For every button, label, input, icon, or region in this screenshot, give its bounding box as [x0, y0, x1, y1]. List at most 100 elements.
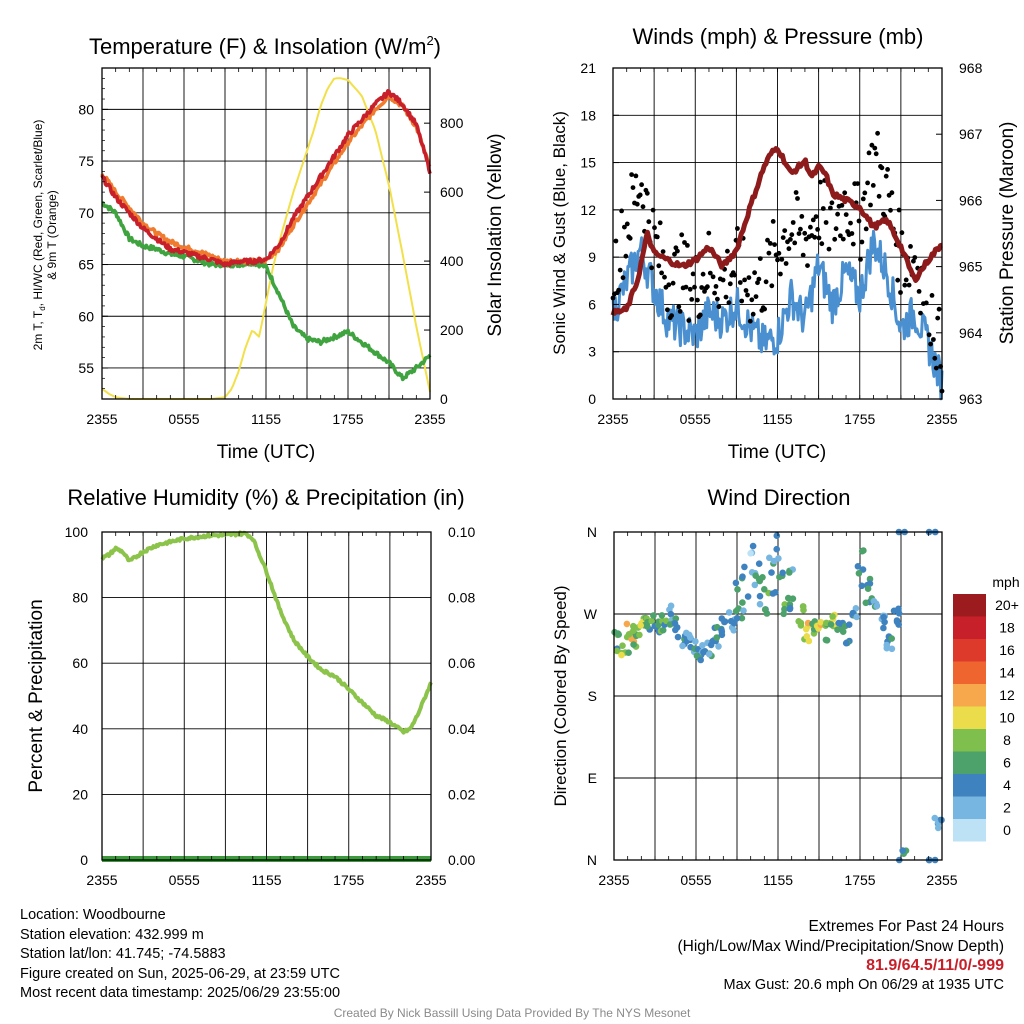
- station-elevation: Station elevation: 432.999 m: [20, 926, 204, 943]
- legend-label: 12: [999, 687, 1015, 703]
- gust-point: [858, 257, 863, 262]
- gust-point: [716, 304, 722, 310]
- gust-point: [832, 236, 838, 242]
- direction-point: [880, 624, 887, 632]
- gust-point: [935, 315, 941, 321]
- gust-point: [816, 235, 822, 241]
- direction-point: [650, 612, 657, 619]
- gust-point: [820, 206, 826, 211]
- gust-point: [875, 130, 880, 136]
- x-tick-label: 1755: [844, 872, 875, 888]
- direction-point: [756, 592, 764, 600]
- gust-point: [812, 234, 818, 240]
- wind-direction-panel-title: Wind Direction: [707, 485, 850, 510]
- direction-point: [705, 650, 713, 658]
- direction-point: [834, 626, 841, 633]
- gust-point: [856, 218, 862, 224]
- y2-tick-label: 0.02: [448, 786, 475, 802]
- direction-point: [730, 627, 737, 634]
- temperature-x-axis-label: Time (UTC): [217, 442, 316, 463]
- gust-point: [644, 190, 650, 196]
- direction-point: [732, 579, 740, 587]
- direction-point: [855, 570, 863, 577]
- direction-point: [700, 649, 707, 656]
- direction-point: [741, 563, 748, 571]
- legend-swatch: [953, 774, 986, 797]
- wind-direction-panel: Wind Direction 2355 0555 1155 1755 2355NESWN…: [551, 485, 1020, 888]
- gust-point: [666, 282, 672, 288]
- direction-point: [747, 550, 754, 557]
- gust-point: [916, 289, 922, 294]
- temperature-y-axis-label-line2: & 9m T (Orange): [45, 190, 59, 280]
- gust-point: [850, 241, 856, 247]
- y2-tick-label: 600: [440, 184, 464, 200]
- direction-point: [667, 602, 675, 610]
- x-tick-label: 2355: [926, 411, 957, 427]
- gust-point: [699, 285, 705, 290]
- direction-point: [773, 532, 781, 539]
- series-line-2m-t: [100, 89, 432, 268]
- gust-point: [772, 242, 777, 248]
- x-tick-label: 2355: [415, 872, 446, 888]
- y-tick-label: W: [584, 606, 598, 622]
- direction-point: [727, 617, 735, 625]
- gust-point: [902, 282, 908, 288]
- gust-point: [868, 202, 873, 208]
- direction-point: [899, 847, 906, 854]
- direction-point: [623, 620, 631, 628]
- gust-point: [769, 283, 775, 289]
- gust-point: [683, 284, 689, 290]
- direction-point: [685, 631, 693, 639]
- gust-point: [808, 224, 813, 230]
- y-tick-label: 60: [78, 308, 94, 324]
- station-latlon: Station lat/lon: 41.745; -74.5883: [20, 946, 226, 962]
- direction-y-axis-label: Direction (Colored By Speed): [551, 585, 570, 806]
- gust-point: [616, 287, 622, 293]
- legend-swatch: [953, 819, 986, 842]
- direction-point: [786, 569, 793, 576]
- gust-point: [686, 318, 692, 323]
- gust-point: [650, 207, 656, 213]
- direction-point: [672, 626, 679, 634]
- legend-swatch: [953, 751, 986, 774]
- gust-point: [669, 313, 674, 318]
- gust-point: [923, 300, 929, 306]
- gust-point: [646, 219, 652, 225]
- y-tick-label: E: [588, 770, 597, 786]
- gust-point: [793, 190, 799, 195]
- gust-point: [795, 196, 800, 201]
- gust-point: [906, 282, 912, 288]
- gust-point: [862, 190, 868, 196]
- gust-point: [765, 237, 770, 243]
- credit-text: Created By Nick Bassill Using Data Provi…: [333, 1006, 691, 1020]
- gust-point: [670, 280, 676, 286]
- gust-point: [652, 225, 657, 231]
- legend-swatch: [953, 706, 986, 729]
- gust-point: [840, 236, 846, 242]
- gust-point: [747, 318, 753, 324]
- gust-point: [823, 220, 829, 225]
- gust-point: [712, 290, 717, 296]
- y2-tick-label: 0.06: [448, 655, 475, 671]
- gust-point: [855, 181, 860, 187]
- gust-point: [863, 226, 869, 232]
- gust-point: [813, 214, 819, 220]
- gust-point: [676, 304, 682, 310]
- gust-point: [624, 221, 630, 227]
- gust-point: [617, 267, 623, 273]
- gust-point: [737, 280, 743, 285]
- gust-point: [752, 270, 757, 276]
- y2-tick-label: 963: [959, 391, 983, 407]
- recent-timestamp: Most recent data timestamp: 2025/06/29 2…: [20, 985, 341, 1001]
- y-tick-label: 18: [580, 107, 596, 123]
- gust-point: [933, 365, 939, 371]
- gust-point: [779, 257, 785, 262]
- gust-point: [763, 279, 769, 285]
- legend-swatch: [953, 796, 986, 819]
- direction-point: [749, 542, 757, 550]
- gust-point: [746, 275, 752, 280]
- x-tick-label: 2355: [926, 872, 957, 888]
- legend-swatch: [953, 639, 986, 662]
- gust-point: [656, 263, 662, 269]
- max-gust: Max Gust: 20.6 mph On 06/29 at 1935 UTC: [723, 976, 1004, 993]
